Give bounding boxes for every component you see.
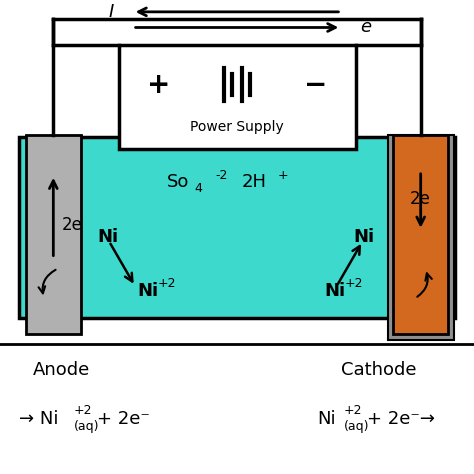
Text: → Ni: → Ni — [19, 410, 58, 428]
Text: +: + — [147, 71, 171, 99]
Text: Ni: Ni — [318, 410, 336, 428]
Text: Ni: Ni — [353, 228, 374, 246]
Text: + 2e⁻: + 2e⁻ — [97, 410, 150, 428]
Text: Ni: Ni — [325, 282, 346, 300]
Text: Anode: Anode — [33, 361, 91, 379]
Bar — [388, 135, 454, 340]
Text: + 2e⁻→: + 2e⁻→ — [367, 410, 435, 428]
Text: +2: +2 — [344, 404, 362, 418]
Text: 4: 4 — [194, 182, 202, 195]
Text: −: − — [303, 71, 327, 99]
Text: 2H: 2H — [242, 173, 267, 191]
Text: +2: +2 — [345, 277, 363, 290]
Bar — [393, 135, 448, 334]
Text: (aq): (aq) — [73, 420, 99, 433]
Text: Cathode: Cathode — [341, 361, 417, 379]
Text: Ni: Ni — [97, 228, 118, 246]
Text: +: + — [277, 169, 288, 182]
Text: (aq): (aq) — [344, 420, 369, 433]
Text: +2: +2 — [157, 277, 176, 290]
Text: -2: -2 — [216, 169, 228, 182]
Text: 2e: 2e — [62, 216, 83, 234]
Text: Power Supply: Power Supply — [190, 120, 284, 135]
Text: 2e: 2e — [410, 190, 431, 208]
Bar — [26, 135, 81, 334]
Bar — [118, 45, 356, 149]
Text: So: So — [167, 173, 190, 191]
Text: I: I — [109, 3, 114, 21]
Text: Ni: Ni — [137, 282, 159, 300]
Text: +2: +2 — [73, 404, 92, 418]
Bar — [19, 137, 455, 318]
Text: e: e — [360, 18, 371, 36]
